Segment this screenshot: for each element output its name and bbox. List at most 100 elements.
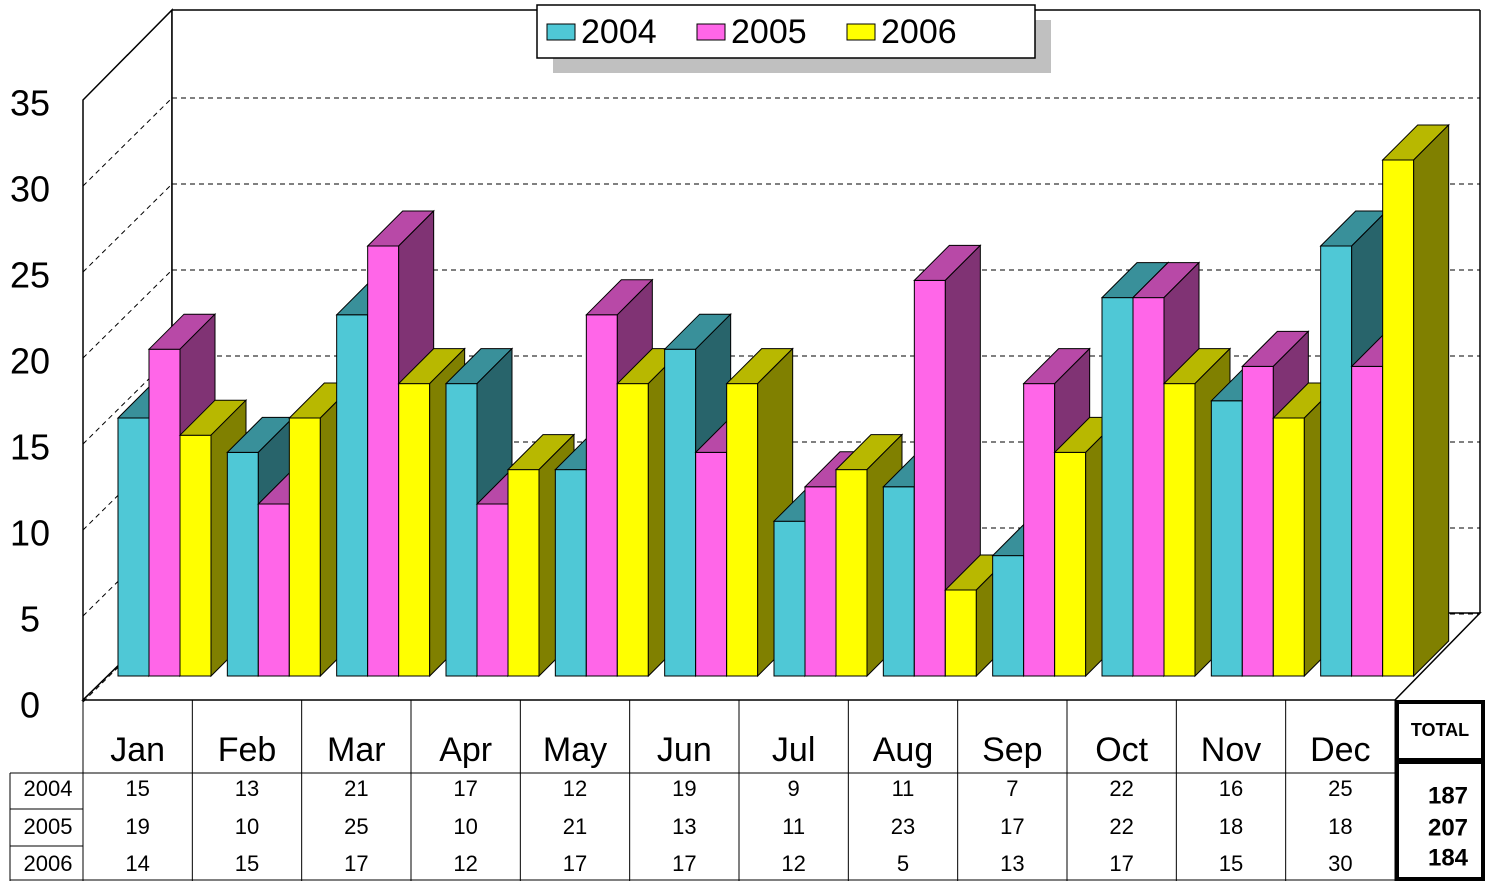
x-tick-label: Nov <box>1201 731 1261 769</box>
bar <box>1382 159 1415 677</box>
bar <box>913 279 946 677</box>
grid-line <box>82 527 173 617</box>
bar <box>288 417 321 677</box>
y-tick-label: 25 <box>10 255 50 296</box>
legend-label: 2005 <box>731 13 807 51</box>
y-tick-label: 35 <box>10 83 50 124</box>
bar <box>445 383 478 677</box>
total-value: 207 <box>1428 814 1468 841</box>
table-cell: 12 <box>563 776 587 801</box>
grid-line <box>82 269 173 359</box>
table-cell: 17 <box>563 851 587 876</box>
x-tick-label: Jul <box>772 731 815 769</box>
table-cell: 18 <box>1219 814 1243 839</box>
grid-line <box>82 97 173 187</box>
x-tick-label: Mar <box>327 731 386 769</box>
table-cell: 22 <box>1109 814 1133 839</box>
bar <box>695 451 728 677</box>
x-tick-label: Apr <box>439 731 492 769</box>
x-tick-label: Aug <box>873 731 934 769</box>
grid-line <box>82 441 173 531</box>
bar <box>616 383 649 677</box>
x-tick-label: Jun <box>657 731 712 769</box>
legend-swatch <box>846 23 876 41</box>
table-cell: 14 <box>125 851 149 876</box>
grid-line <box>82 613 173 703</box>
table-cell: 15 <box>235 851 259 876</box>
x-tick-label: Oct <box>1095 731 1148 769</box>
x-tick-label: Feb <box>218 731 277 769</box>
table-cell: 5 <box>897 851 909 876</box>
table-cell: 15 <box>1219 851 1243 876</box>
bar <box>226 451 259 677</box>
bar <box>398 383 431 677</box>
table-row-label: 2006 <box>24 851 73 876</box>
table-cell: 21 <box>563 814 587 839</box>
bar <box>1054 451 1087 677</box>
bar <box>1101 297 1134 677</box>
table-cell: 18 <box>1328 814 1352 839</box>
bar <box>882 486 915 677</box>
table-cell: 23 <box>891 814 915 839</box>
table-cell: 10 <box>235 814 259 839</box>
table-cell: 19 <box>672 776 696 801</box>
y-tick-label: 20 <box>10 341 50 382</box>
total-value: 187 <box>1428 782 1468 809</box>
bar <box>944 589 977 677</box>
table-cell: 13 <box>235 776 259 801</box>
table-cell: 12 <box>781 851 805 876</box>
x-tick-label: May <box>543 731 607 769</box>
bar <box>507 469 540 677</box>
grid-line <box>82 183 173 273</box>
bar <box>664 348 697 677</box>
table-cell: 12 <box>453 851 477 876</box>
y-tick-label: 30 <box>10 169 50 210</box>
bar <box>726 383 759 677</box>
bar <box>1351 365 1384 677</box>
table-cell: 13 <box>672 814 696 839</box>
table-cell: 7 <box>1006 776 1018 801</box>
table-cell: 10 <box>453 814 477 839</box>
table-cell: 17 <box>1000 814 1024 839</box>
bar <box>1320 245 1353 677</box>
bar <box>585 314 618 677</box>
table-cell: 19 <box>125 814 149 839</box>
table-cell: 25 <box>1328 776 1352 801</box>
bar <box>367 245 400 677</box>
bar <box>804 486 837 677</box>
table-cell: 22 <box>1109 776 1133 801</box>
bar <box>835 469 868 677</box>
bar <box>1272 417 1305 677</box>
grid-line <box>82 355 173 445</box>
table-cell: 17 <box>672 851 696 876</box>
bar <box>148 348 181 677</box>
bar <box>554 469 587 677</box>
total-header: TOTAL <box>1411 720 1469 740</box>
table-cell: 30 <box>1328 851 1352 876</box>
legend-label: 2006 <box>881 13 957 51</box>
bar <box>1210 400 1243 677</box>
bar-side <box>1413 123 1450 678</box>
legend-box <box>536 4 1036 59</box>
table-cell: 11 <box>892 776 915 801</box>
bar <box>336 314 369 677</box>
bar <box>1132 297 1165 677</box>
x-tick-label: Dec <box>1310 731 1370 769</box>
y-tick-label: 15 <box>10 427 50 468</box>
bar <box>117 417 150 677</box>
table-cell: 16 <box>1219 776 1243 801</box>
table-row-label: 2004 <box>24 776 73 801</box>
table-cell: 15 <box>125 776 149 801</box>
x-tick-label: Jan <box>110 731 165 769</box>
bar <box>476 503 509 677</box>
legend-label: 2004 <box>581 13 657 51</box>
table-cell: 17 <box>453 776 477 801</box>
bar <box>1163 383 1196 677</box>
table-cell: 9 <box>788 776 800 801</box>
bar <box>1241 365 1274 677</box>
y-tick-label: 0 <box>20 685 40 726</box>
bar <box>1023 383 1056 677</box>
bar <box>257 503 290 677</box>
table-cell: 13 <box>1000 851 1024 876</box>
